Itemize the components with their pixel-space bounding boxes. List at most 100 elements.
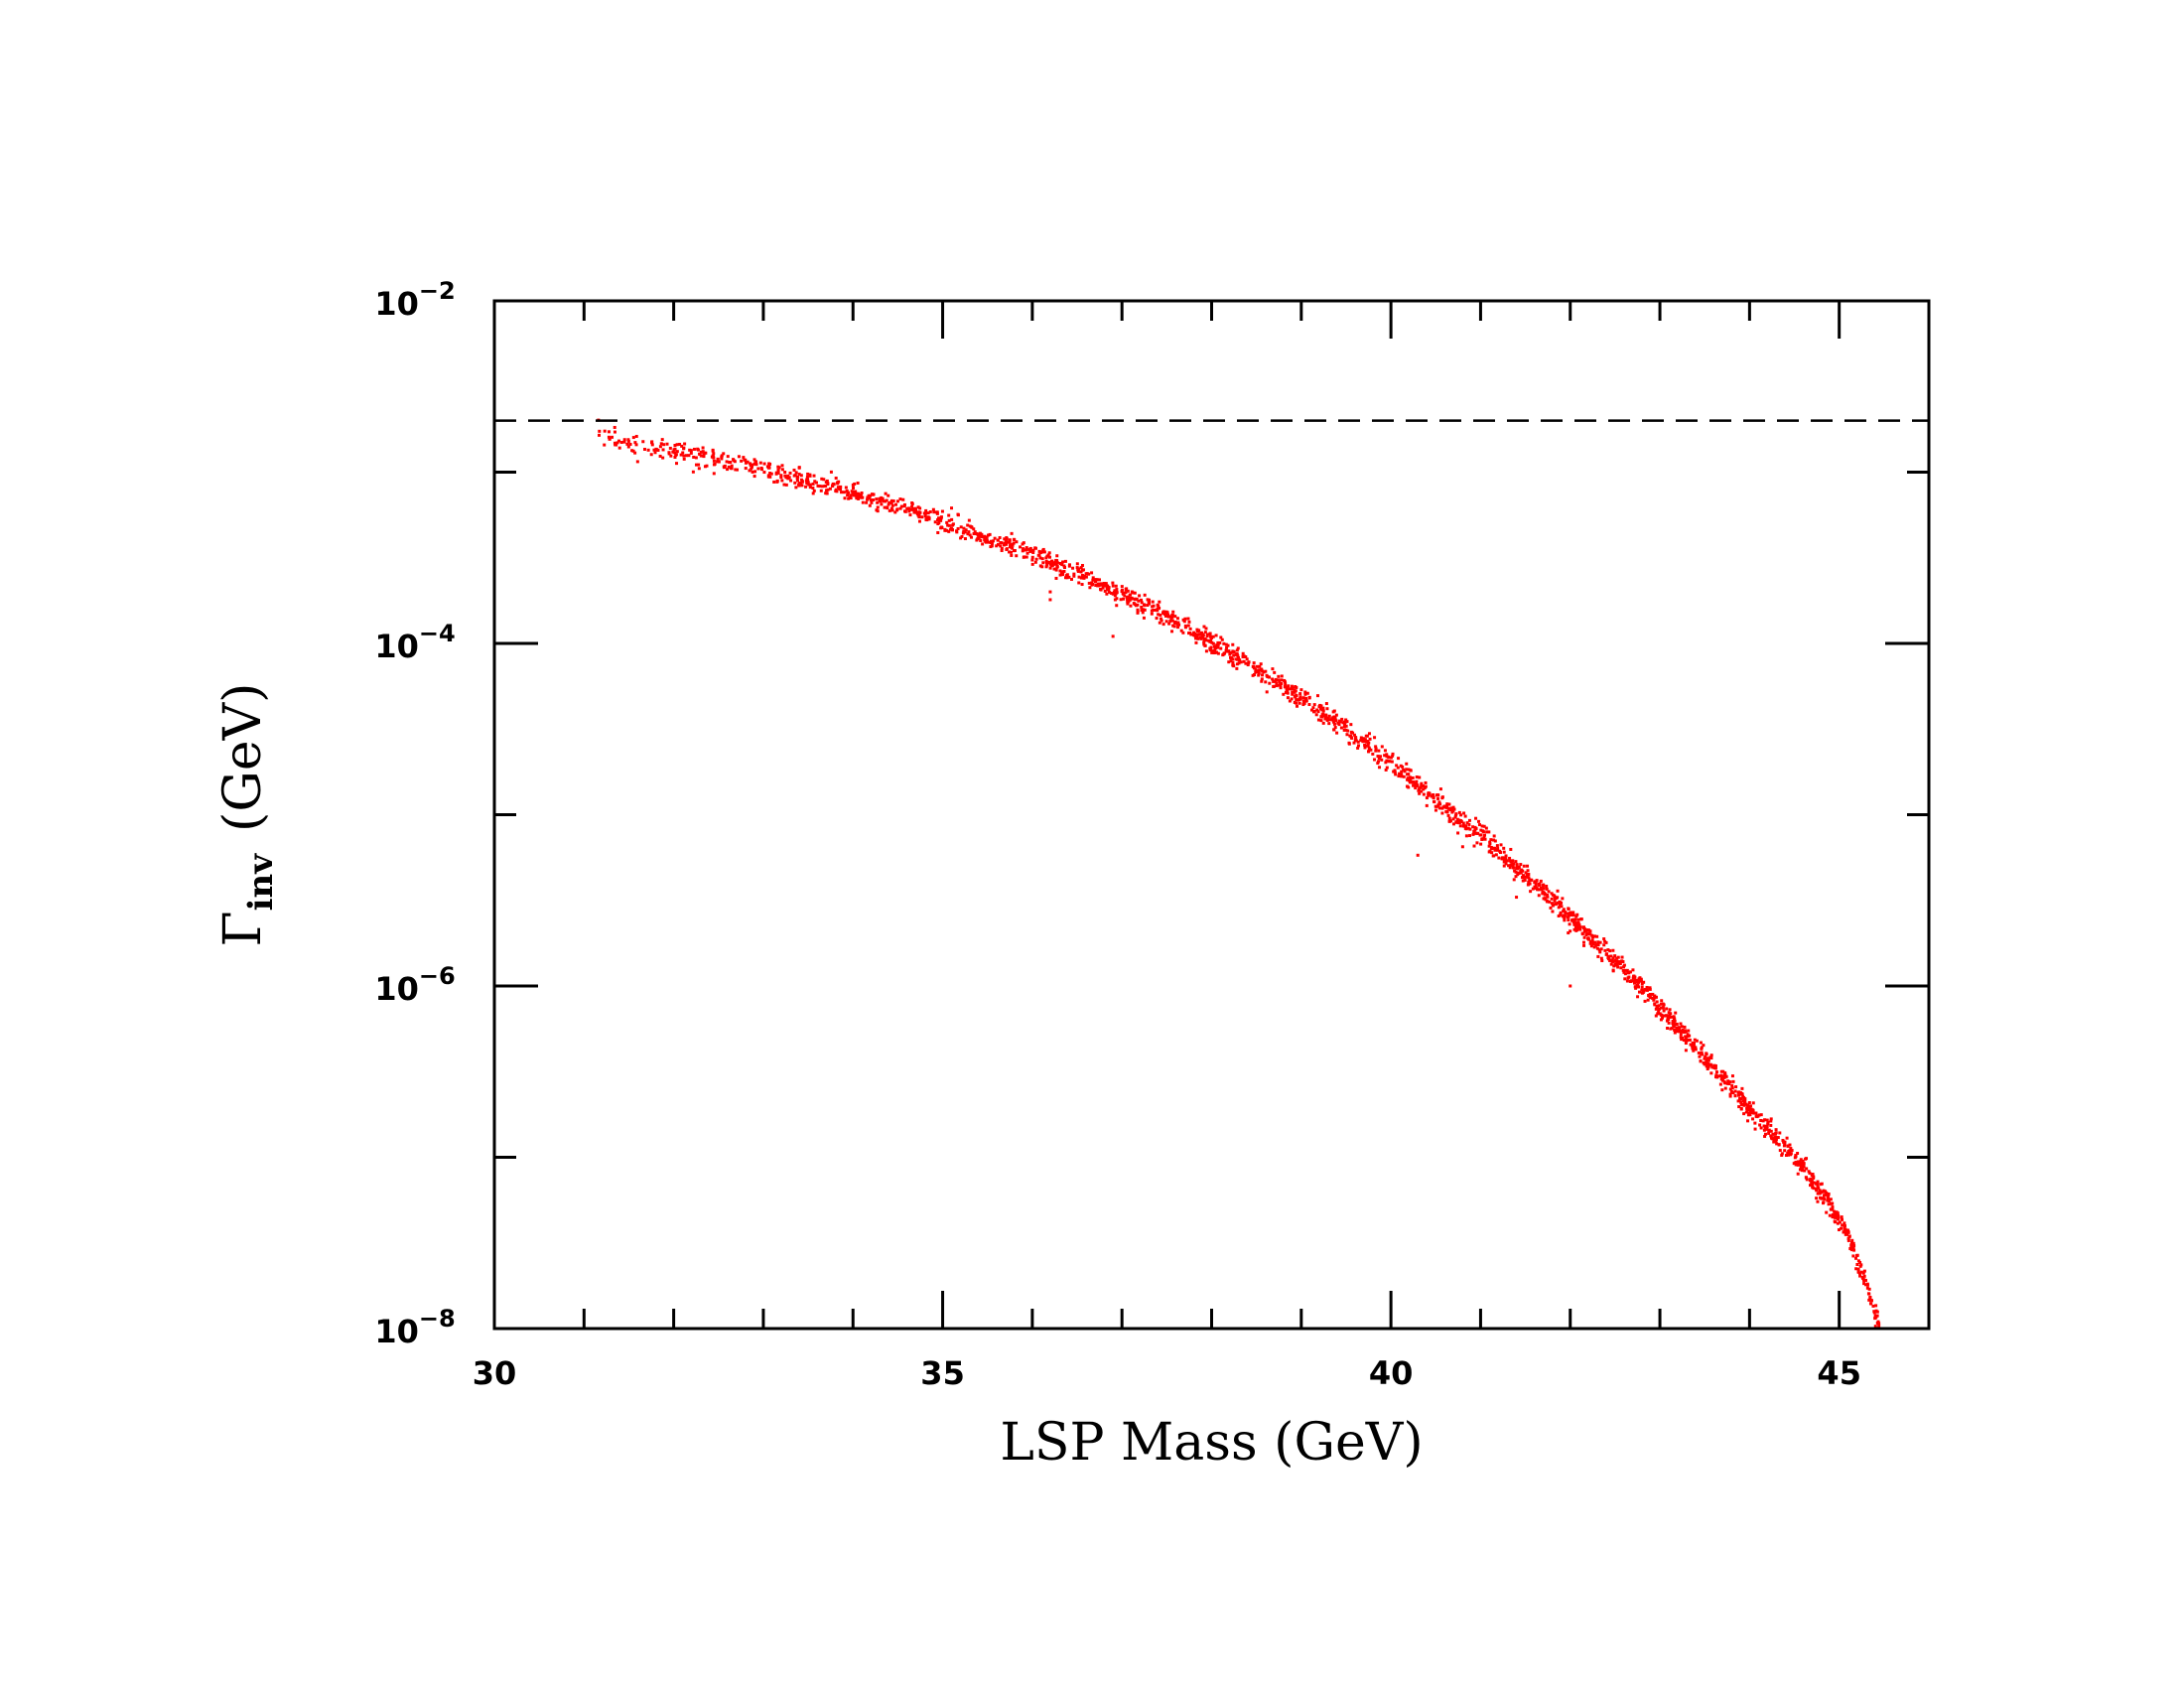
data-point	[1156, 603, 1160, 607]
data-point	[1461, 824, 1465, 828]
data-point	[839, 485, 843, 489]
data-point	[853, 491, 857, 494]
data-point	[1562, 910, 1566, 914]
outlier-point	[1460, 845, 1464, 849]
data-point	[1352, 741, 1356, 745]
data-point	[1041, 548, 1045, 552]
data-point	[1106, 585, 1110, 589]
data-point	[964, 528, 968, 532]
data-point	[1438, 787, 1442, 791]
data-point	[1175, 621, 1179, 625]
data-point	[680, 444, 684, 448]
data-point	[1674, 1011, 1678, 1015]
data-point	[1157, 613, 1160, 617]
data-point	[1599, 956, 1603, 960]
data-point	[1091, 576, 1095, 580]
data-point	[1312, 709, 1316, 713]
data-point	[1498, 849, 1502, 853]
data-point	[1616, 965, 1620, 969]
data-point	[1637, 990, 1641, 994]
data-point	[671, 450, 675, 454]
data-point	[993, 536, 997, 540]
data-point	[642, 447, 646, 451]
data-point	[950, 517, 954, 521]
data-point	[1352, 733, 1356, 737]
data-point	[1324, 713, 1328, 717]
data-point	[1187, 620, 1191, 624]
data-point	[1468, 827, 1472, 831]
data-point	[903, 509, 907, 513]
data-point	[1484, 826, 1488, 830]
data-point	[1232, 653, 1236, 657]
data-point	[646, 448, 650, 452]
data-point	[1044, 556, 1048, 560]
data-point	[1363, 738, 1367, 742]
data-point	[914, 510, 918, 514]
data-point	[733, 460, 737, 464]
data-point	[870, 500, 874, 504]
data-point	[1550, 902, 1554, 906]
data-point	[1613, 954, 1617, 958]
data-point	[608, 437, 612, 441]
data-point	[800, 480, 804, 484]
data-point	[1640, 982, 1644, 986]
data-point	[1618, 961, 1622, 965]
data-point	[1523, 878, 1527, 882]
data-point	[1467, 822, 1471, 826]
data-point	[1698, 1055, 1702, 1058]
data-points	[597, 418, 1881, 1329]
data-point	[1843, 1230, 1846, 1234]
data-point	[1254, 668, 1258, 672]
data-point	[883, 499, 887, 503]
data-point	[641, 440, 645, 444]
data-point	[1596, 954, 1600, 958]
data-point	[1319, 719, 1323, 723]
data-point	[1585, 928, 1589, 932]
data-point	[617, 446, 621, 450]
data-point	[1740, 1086, 1744, 1090]
data-point	[1816, 1180, 1820, 1184]
data-point	[1751, 1101, 1755, 1105]
data-point	[1120, 590, 1124, 594]
data-point	[1058, 573, 1062, 577]
data-point	[1517, 865, 1521, 869]
data-point	[967, 518, 971, 522]
data-point	[1028, 546, 1032, 550]
data-point	[1739, 1106, 1743, 1110]
data-point	[1196, 636, 1200, 640]
data-point	[1671, 1020, 1675, 1024]
data-point	[1520, 868, 1524, 872]
data-point	[926, 515, 930, 519]
data-point	[1467, 818, 1471, 822]
data-point	[950, 506, 954, 510]
data-point	[1127, 595, 1131, 599]
data-point	[1010, 531, 1014, 535]
data-point	[1582, 943, 1586, 947]
data-point	[1303, 690, 1307, 694]
data-point	[1603, 948, 1607, 952]
data-point	[1859, 1263, 1863, 1267]
data-point	[832, 483, 836, 487]
data-point	[1297, 701, 1301, 705]
data-point	[1109, 591, 1113, 595]
data-point	[1332, 709, 1336, 713]
data-point	[1349, 736, 1353, 740]
data-point	[1065, 573, 1069, 577]
data-point	[1840, 1226, 1843, 1230]
data-point	[1851, 1254, 1855, 1258]
data-point	[1080, 568, 1084, 572]
data-point	[1621, 968, 1625, 972]
data-point	[776, 465, 780, 469]
data-point	[1596, 943, 1600, 947]
data-point	[1692, 1049, 1696, 1053]
data-point	[1699, 1041, 1703, 1045]
data-point	[795, 477, 799, 481]
data-point	[1146, 604, 1150, 608]
data-point	[1010, 550, 1014, 554]
data-point	[1829, 1197, 1833, 1201]
y-tick-exponent: −8	[419, 1305, 456, 1333]
data-point	[1837, 1216, 1841, 1220]
data-point	[720, 454, 724, 458]
data-point	[1260, 679, 1264, 683]
